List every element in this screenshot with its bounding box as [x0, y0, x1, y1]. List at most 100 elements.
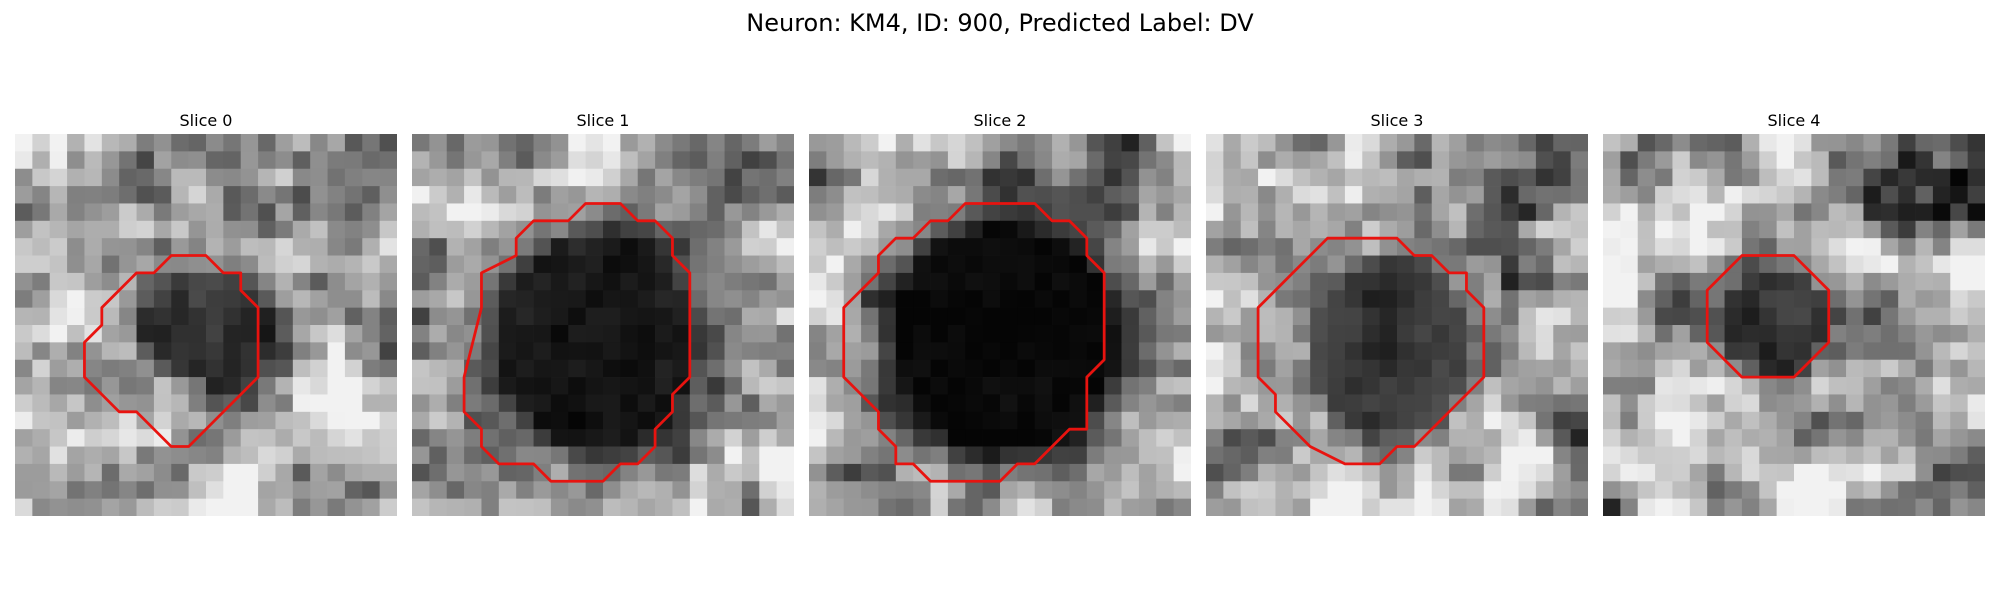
pixel [826, 307, 845, 326]
pixel [327, 377, 346, 395]
pixel [1104, 411, 1122, 430]
pixel [1501, 394, 1519, 413]
pixel [878, 481, 897, 499]
pixel [1741, 238, 1760, 256]
pixel [1846, 481, 1864, 499]
pixel [1052, 394, 1070, 413]
pixel [861, 238, 879, 256]
pixel [1707, 290, 1725, 308]
pixel [603, 255, 621, 274]
pixel [101, 498, 120, 516]
pixel [275, 255, 294, 274]
pixel [759, 290, 777, 308]
pixel [1637, 220, 1656, 239]
pixel [1431, 429, 1450, 447]
pixel [464, 377, 482, 395]
pixel [498, 186, 517, 204]
pixel [1828, 186, 1847, 204]
pixel [1086, 446, 1105, 465]
pixel [603, 325, 621, 343]
pixel [1362, 446, 1380, 465]
pixel [603, 290, 621, 308]
pixel [32, 498, 51, 516]
pixel [1310, 498, 1328, 516]
pixel [136, 203, 155, 222]
pixel [1206, 290, 1224, 308]
pixel [655, 429, 673, 447]
pixel [1672, 255, 1691, 274]
pixel [655, 446, 673, 465]
pixel [1724, 134, 1743, 152]
pixel [1620, 307, 1639, 326]
pixel [1672, 342, 1691, 361]
pixel [1138, 325, 1157, 343]
pixel [223, 411, 242, 430]
pixel [1535, 463, 1554, 482]
pixel [1707, 203, 1725, 222]
pixel [913, 325, 931, 343]
pixel [516, 203, 534, 222]
pixel [1655, 307, 1673, 326]
pixel [1138, 220, 1157, 239]
pixel [1846, 429, 1864, 447]
pixel [1724, 272, 1743, 291]
pixel [1689, 203, 1708, 222]
pixel [1173, 359, 1191, 378]
pixel [533, 290, 552, 308]
pixel [153, 220, 172, 239]
pixel [1449, 238, 1467, 256]
pixel [1138, 186, 1157, 204]
pixel [119, 325, 137, 343]
pixel [32, 151, 51, 170]
pixel [1069, 325, 1088, 343]
pixel [32, 446, 51, 465]
pixel [1431, 238, 1450, 256]
pixel [1553, 151, 1571, 170]
pixel [1518, 307, 1537, 326]
pixel [1362, 220, 1380, 239]
pixel [258, 203, 276, 222]
pixel [1000, 203, 1018, 222]
pixel [1362, 272, 1380, 291]
pixel [1240, 481, 1259, 499]
pixel [826, 203, 845, 222]
pixel [1776, 220, 1795, 239]
pixel [1535, 342, 1554, 361]
pixel [843, 498, 862, 516]
pixel [1603, 359, 1621, 378]
pixel [1570, 498, 1588, 516]
pixel [1121, 446, 1140, 465]
pixel [1950, 481, 1968, 499]
pixel [240, 325, 259, 343]
pixel [1776, 411, 1795, 430]
pixel [1915, 272, 1934, 291]
pixel [533, 203, 552, 222]
pixel [724, 272, 743, 291]
pixel [1173, 134, 1191, 152]
pixel [1206, 151, 1224, 170]
pixel [310, 377, 328, 395]
pixel [1449, 463, 1467, 482]
pixel [1121, 394, 1140, 413]
pixel [930, 463, 949, 482]
pixel [1258, 203, 1276, 222]
pixel [1501, 325, 1519, 343]
pixel [826, 220, 845, 239]
pixel [446, 359, 465, 378]
pixel [1811, 220, 1830, 239]
pixel [1104, 203, 1122, 222]
pixel [1501, 307, 1519, 326]
pixel [1967, 446, 1985, 465]
pixel [49, 134, 68, 152]
pixel [1501, 446, 1519, 465]
pixel [1603, 290, 1621, 308]
pixel [585, 151, 604, 170]
pixel [1138, 307, 1157, 326]
pixel [930, 134, 949, 152]
pixel [843, 446, 862, 465]
pixel [1603, 186, 1621, 204]
pixel [1017, 429, 1036, 447]
pixel [136, 151, 155, 170]
pixel [223, 307, 242, 326]
pixel [67, 307, 85, 326]
